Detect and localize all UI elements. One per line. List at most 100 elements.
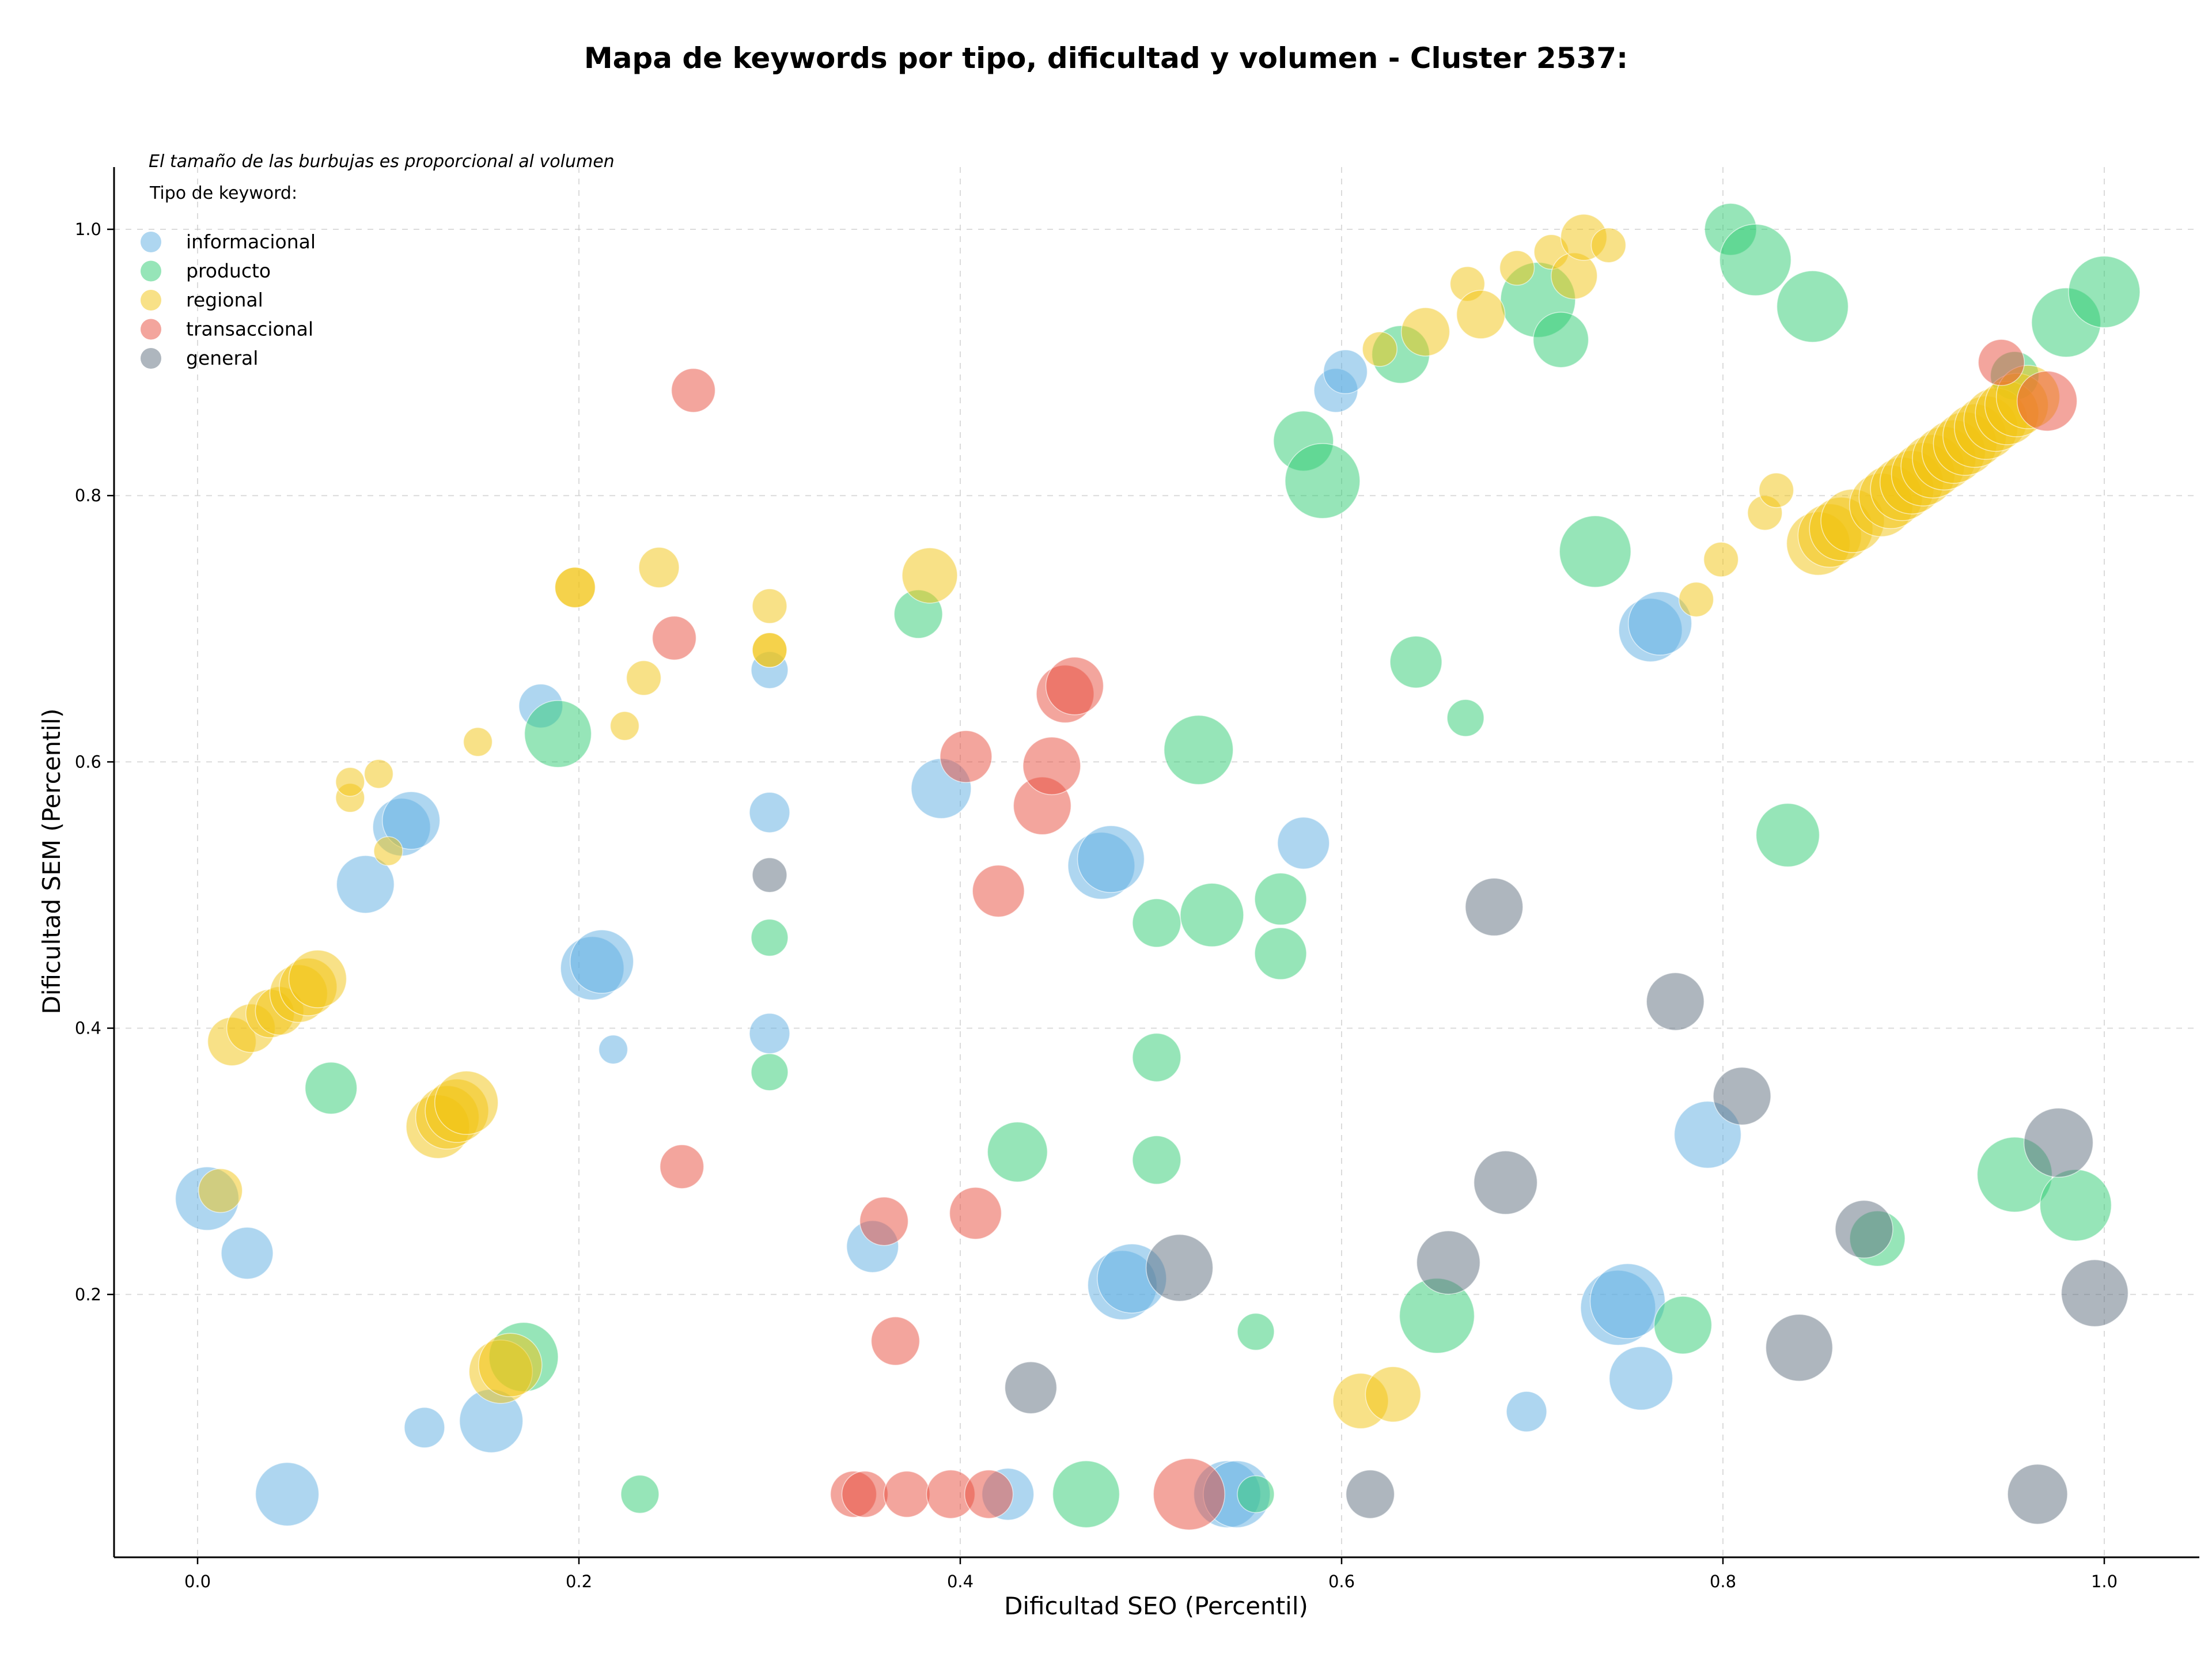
bubble-informacional (749, 1013, 790, 1054)
bubble-regional (638, 547, 680, 588)
bubble-transaccional (972, 864, 1025, 918)
bubble-informacional (598, 1034, 628, 1065)
axes: 0.0 0.2 0.4 0.6 0.8 1.0 0.2 0.4 0.6 0.8 1.0 (75, 167, 2199, 1591)
legend-label: general (186, 347, 258, 369)
bubble-regional (1365, 1366, 1422, 1422)
bubble-regional (752, 632, 787, 668)
bubble-producto (1653, 1296, 1713, 1354)
bubble-producto (1532, 312, 1589, 368)
bubble-producto (1180, 883, 1244, 947)
bubble-producto (1052, 1460, 1120, 1528)
bubble-regional (554, 566, 596, 608)
x-tick-label: 0.2 (566, 1572, 592, 1591)
bubble-transaccional (671, 368, 716, 413)
bubble-regional (335, 767, 365, 797)
bubble-informacional (1589, 1263, 1666, 1340)
bubble-regional (288, 949, 347, 1008)
legend-item-transaccional: transaccional (141, 318, 313, 340)
bubble-producto (1389, 635, 1442, 688)
bubble-regional (373, 836, 403, 866)
bubble-general (2061, 1259, 2129, 1327)
bubble-general (1465, 877, 1524, 937)
legend-item-informacional: informacional (141, 230, 316, 253)
bubble-regional (626, 660, 662, 696)
bubble-regional (363, 759, 394, 789)
bubble-producto (751, 1053, 789, 1091)
bubble-regional (434, 1070, 499, 1135)
bubble-producto (987, 1121, 1048, 1183)
x-tick-label: 0.0 (184, 1572, 211, 1591)
bubble-transaccional (949, 1187, 1002, 1240)
bubble-general (1416, 1230, 1481, 1295)
series-general (752, 857, 2129, 1525)
bubble-producto (1254, 872, 1307, 926)
series-regional (198, 214, 2061, 1429)
bubble-producto (1446, 699, 1484, 737)
bubbles (175, 203, 2141, 1531)
legend-marker (141, 290, 161, 311)
bubble-transaccional (1022, 736, 1081, 796)
bubble-general (1646, 972, 1705, 1031)
x-tick-label: 0.6 (1328, 1572, 1355, 1591)
bubble-regional (198, 1168, 243, 1213)
bubble-transaccional (1153, 1458, 1225, 1531)
bubble-producto (620, 1474, 660, 1514)
bubble-producto (1237, 1312, 1275, 1351)
bubble-informacional (381, 791, 441, 850)
bubble-producto (1559, 515, 1631, 588)
bubble-informacional (255, 1462, 320, 1527)
bubble-informacional (1277, 816, 1330, 870)
legend-marker (141, 260, 161, 282)
legend-marker (141, 319, 161, 340)
x-tick-label: 1.0 (2091, 1572, 2118, 1591)
bubble-informacional (404, 1407, 445, 1448)
bubble-general (1345, 1469, 1395, 1519)
x-tick-label: 0.4 (947, 1572, 974, 1591)
legend-marker (141, 232, 161, 252)
bubble-transaccional (652, 615, 697, 661)
bubble-transaccional (1978, 339, 2025, 386)
bubble-informacional (749, 792, 790, 833)
y-tick-label: 0.8 (75, 486, 101, 505)
bubble-informacional (1077, 825, 1145, 893)
legend-label: regional (186, 289, 263, 311)
legend-item-regional: regional (141, 289, 263, 311)
bubble-producto (751, 918, 789, 957)
bubble-regional (1590, 227, 1627, 263)
bubble-regional (1456, 290, 1506, 339)
bubble-producto (1254, 927, 1307, 980)
bubble-regional (463, 727, 493, 757)
series-transaccional (652, 339, 2078, 1531)
y-tick-label: 0.2 (75, 1285, 101, 1304)
bubble-regional (1703, 542, 1739, 577)
y-tick-label: 0.4 (75, 1019, 101, 1038)
bubble-general (1473, 1150, 1538, 1215)
y-tick-label: 1.0 (75, 220, 101, 239)
bubble-producto (304, 1061, 358, 1115)
legend-label: transaccional (186, 318, 313, 340)
bubble-general (1713, 1066, 1771, 1126)
bubble-informacional (1608, 1346, 1673, 1411)
bubble-informacional (1323, 349, 1368, 395)
bubble-general (2023, 1107, 2094, 1178)
legend-item-general: general (141, 347, 258, 369)
bubble-regional (1400, 307, 1450, 357)
bubble-transaccional (883, 1470, 931, 1518)
bubble-general (2007, 1463, 2068, 1525)
bubble-transaccional (940, 730, 993, 783)
x-tick-label: 0.8 (1710, 1572, 1736, 1591)
y-tick-label: 0.6 (75, 752, 101, 771)
bubble-informacional (221, 1227, 274, 1280)
bubble-producto (1132, 1135, 1181, 1185)
bubble-producto (1719, 224, 1792, 296)
bubble-transaccional (870, 1316, 921, 1366)
bubble-regional (1758, 472, 1794, 508)
bubble-producto (1132, 898, 1181, 948)
bubble-regional (478, 1333, 543, 1398)
legend-label: informacional (186, 230, 316, 253)
bubble-producto (1237, 1475, 1275, 1514)
bubble-regional (609, 711, 640, 741)
volume-annotation: El tamaño de las burbujas es proporciona… (149, 152, 615, 172)
